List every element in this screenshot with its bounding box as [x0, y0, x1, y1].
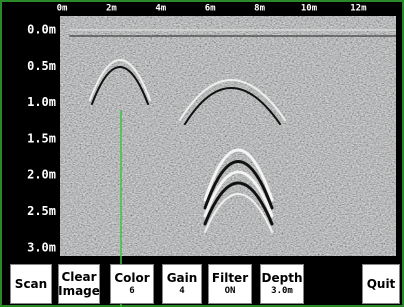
button-label: 3.0m [271, 285, 293, 298]
button-label: Depth [262, 271, 303, 285]
button-label: 6 [129, 285, 134, 298]
button-label: ON [225, 285, 236, 298]
x-axis-label: 6m [205, 4, 216, 14]
button-label: Quit [367, 277, 396, 291]
button-label: Color [114, 271, 149, 285]
toolbar-button[interactable]: Quit [362, 264, 400, 304]
y-axis-label: 0.0m [27, 23, 56, 37]
button-label: Scan [15, 277, 47, 291]
button-label: 4 [179, 285, 184, 298]
y-axis-label: 0.5m [27, 59, 56, 73]
button-label: Gain [167, 271, 198, 285]
x-axis-label: 12m [350, 4, 367, 14]
y-axis-label: 2.0m [27, 168, 56, 182]
button-label: Filter [212, 271, 248, 285]
x-axis-label: 4m [155, 4, 166, 14]
y-axis-label: 2.5m [27, 204, 56, 218]
x-axis-label: 0m [57, 4, 68, 14]
x-axis-label: 8m [254, 4, 265, 14]
radargram-image [60, 16, 396, 256]
y-axis-label: 1.5m [27, 131, 56, 145]
button-label: Image [58, 284, 100, 298]
x-axis-label: 10m [301, 4, 318, 14]
x-axis-label: 2m [106, 4, 117, 14]
button-label: Clear [61, 270, 96, 284]
gpr-screen: 0m 2m 4m 6m 8m 10m 12m 0.0m 0.5m 1.0m 1.5m 2.0m 2.5m… [0, 0, 404, 307]
radargram-view: 0m 2m 4m 6m 8m 10m 12m 0.0m 0.5m 1.0m 1.5m 2.0m 2.5m… [0, 0, 404, 307]
y-axis-label: 1.0m [27, 95, 56, 109]
y-axis-label: 3.0m [27, 240, 56, 254]
toolbar-button[interactable]: Scan [10, 264, 52, 304]
